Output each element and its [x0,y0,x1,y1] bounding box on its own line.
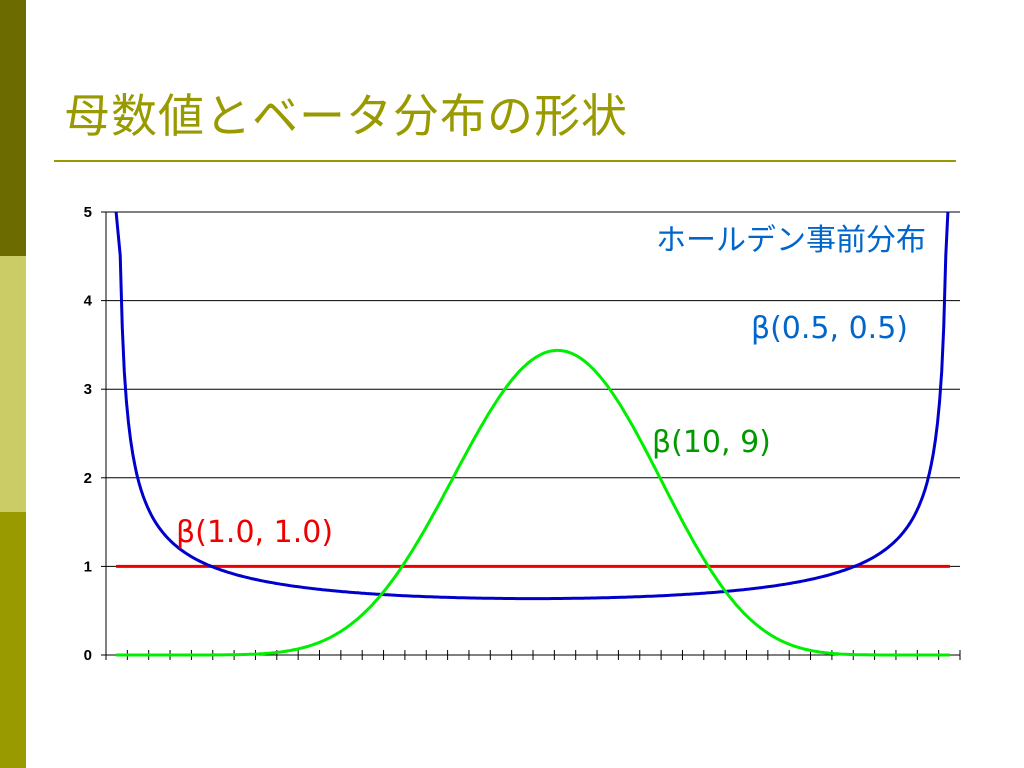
y-tick-label-0: 0 [84,647,92,664]
holden-prior-annotation: ホールデン事前分布 [656,223,926,258]
sidebar-block-top [0,0,26,256]
y-tick-label-3: 3 [84,381,92,398]
beta-distribution-chart: 0 1 2 3 4 5 ホールデン事前分布 β(0.5, 0.5) β(10, 9) β(… [84,204,961,664]
y-tick-label-4: 4 [84,293,93,310]
y-tick-label-5: 5 [84,204,92,221]
chart-labels: ホールデン事前分布 β(0.5, 0.5) β(10, 9) β(1.0, 1.… [176,223,926,550]
chart-curves [114,211,950,657]
y-tick-label-2: 2 [84,470,92,487]
sidebar-block-bottom [0,512,26,768]
series-line-0.5-0.5 [114,211,950,601]
sidebar-block-middle [0,256,26,512]
series-label-beta-1-1: β(1.0, 1.0) [176,515,333,550]
y-axis-tick-labels: 0 1 2 3 4 5 [84,204,93,664]
slide-sidebar [0,0,26,768]
slide-title: 母数値とベータ分布の形状 [64,89,628,143]
series-label-beta-10-9: β(10, 9) [652,425,771,460]
y-tick-label-1: 1 [84,558,92,575]
series-label-beta-0.5-0.5: β(0.5, 0.5) [751,311,908,346]
series-line-10-9 [116,348,950,657]
chart-grid [101,211,960,656]
title-divider [54,160,956,162]
